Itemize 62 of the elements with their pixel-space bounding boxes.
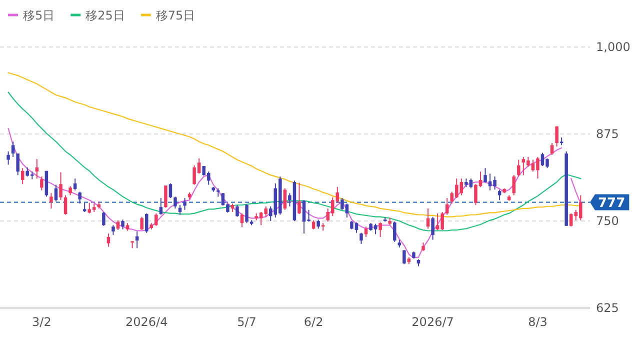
legend-label: 移75日: [156, 8, 196, 22]
line-series: [8, 72, 582, 218]
x-tick-label: 6/2: [304, 315, 324, 329]
candlestick: [112, 224, 115, 236]
x-tick-label: 2026/4: [126, 315, 168, 329]
candlestick: [73, 178, 77, 191]
candlestick: [121, 219, 124, 230]
candlestick: [360, 232, 363, 244]
y-tick-label: 875: [596, 127, 619, 141]
candlestick: [140, 216, 144, 231]
candlestick: [174, 196, 177, 209]
candlestick: [11, 141, 15, 158]
candlestick: [164, 185, 168, 208]
candlestick: [78, 191, 82, 204]
candlestick: [144, 212, 148, 234]
candlestick: [298, 182, 301, 215]
candlestick: [183, 198, 186, 210]
candlestick: [517, 159, 520, 177]
candlestick: [106, 233, 110, 248]
candlestick: [236, 204, 239, 218]
candlestick: [378, 222, 382, 238]
ref-line-label: 777: [598, 196, 626, 212]
candlestick: [159, 198, 163, 216]
candlestick: [82, 202, 86, 212]
candlestick: [555, 126, 558, 148]
y-tick-label: 625: [596, 301, 619, 315]
candlestick: [445, 198, 449, 216]
legend-label: 移25日: [86, 8, 125, 22]
x-tick-label: 2026/7: [412, 315, 454, 329]
y-tick-label: 750: [596, 214, 619, 228]
candlestick: [168, 182, 172, 199]
candlestick: [569, 212, 573, 228]
candlestick: [6, 150, 10, 166]
candlestick: [116, 220, 120, 231]
candlestick: [245, 204, 248, 224]
candlestick: [50, 192, 53, 209]
candlestick: [393, 221, 396, 242]
candlestick: [269, 206, 272, 222]
candlestick: [59, 172, 62, 201]
x-tick-label: 3/2: [32, 315, 52, 329]
candlestick: [240, 212, 244, 228]
candlestick: [102, 211, 106, 226]
candlestick: [364, 226, 368, 238]
candlestick: [64, 194, 68, 216]
legend-label: 移5日: [23, 8, 55, 22]
x-tick-label: 5/7: [237, 315, 256, 329]
candlestick: [512, 174, 516, 196]
candlestick: [426, 208, 430, 230]
candlestick: [312, 220, 316, 230]
candlestick: [16, 152, 20, 176]
candlestick: [316, 219, 320, 230]
candlestick: [550, 142, 554, 156]
candlestick: [402, 250, 406, 265]
candlestick: [54, 184, 58, 202]
candlestick: [40, 176, 44, 191]
candlestick: [68, 186, 72, 196]
candlestick: [283, 188, 287, 210]
ref-label: 777: [590, 194, 630, 212]
y-tick-label: 1,000: [596, 40, 630, 54]
x-tick-label: 8/3: [528, 315, 548, 329]
candlestick: [431, 216, 434, 240]
candlestick: [20, 168, 24, 185]
